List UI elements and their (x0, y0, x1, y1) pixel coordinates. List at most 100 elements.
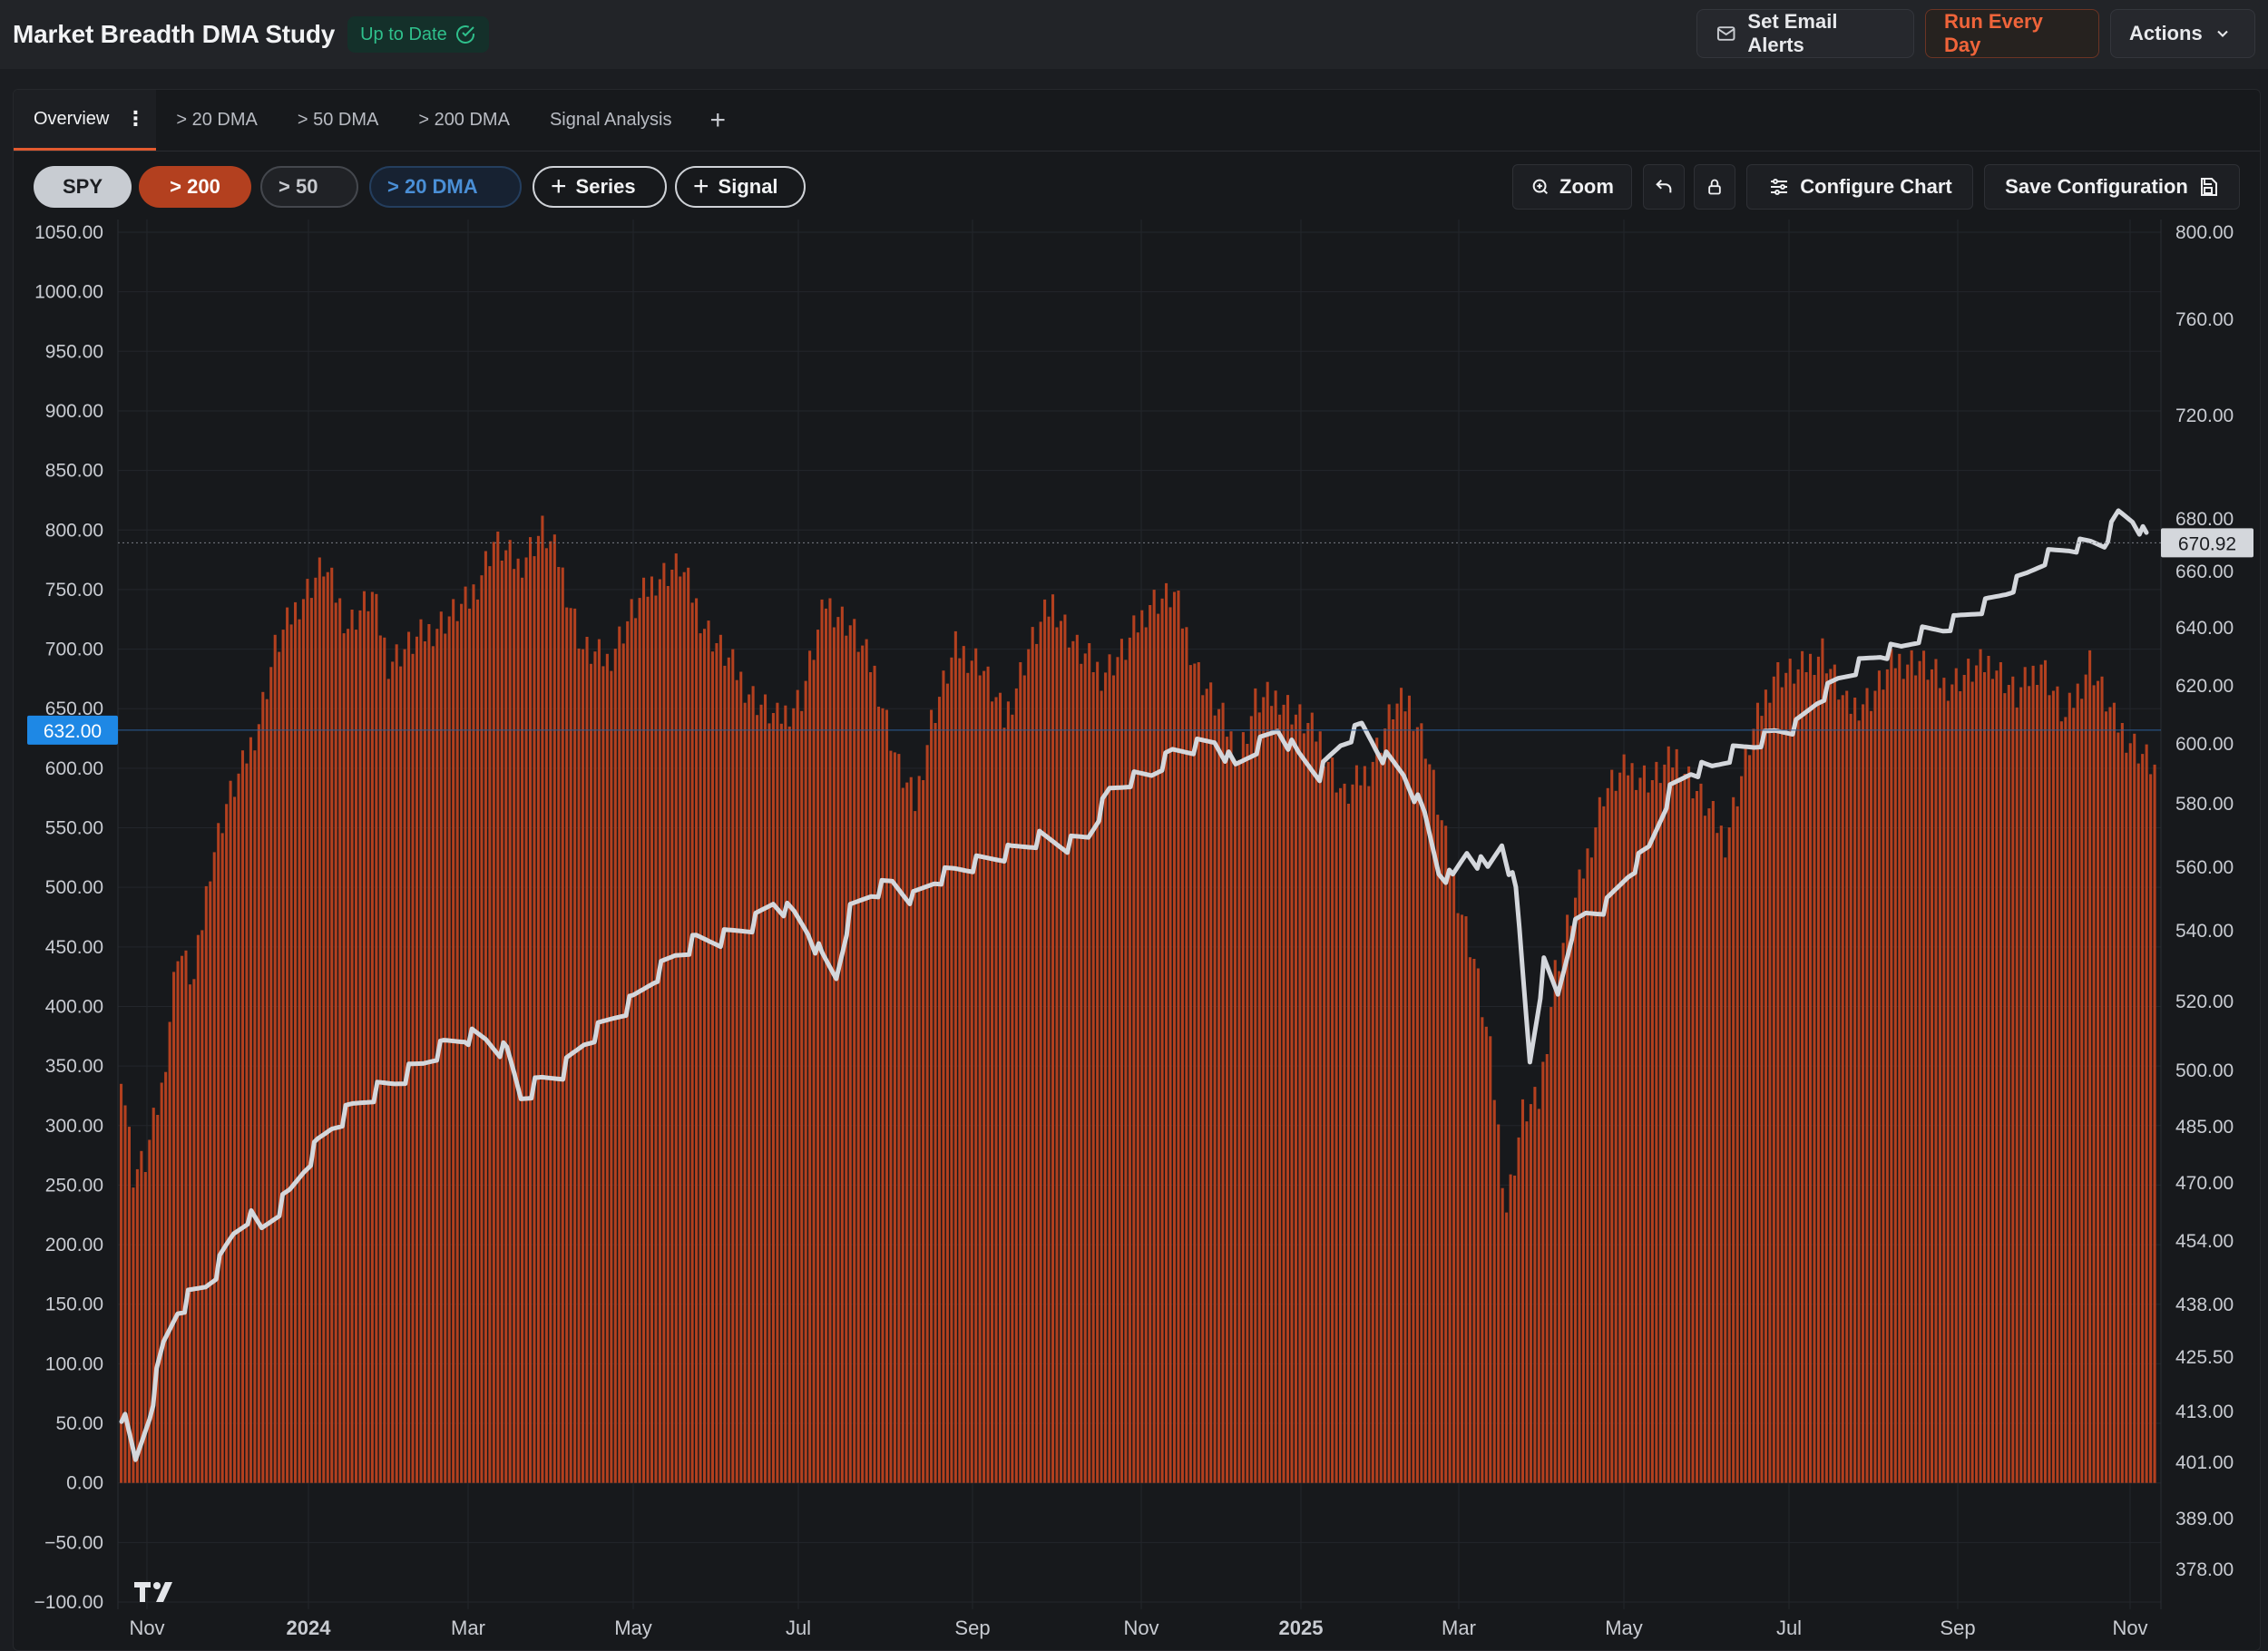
series-pill-above-200[interactable]: > 200 (139, 166, 251, 208)
tab-50-dma[interactable]: > 50 DMA (278, 90, 398, 151)
bar (240, 750, 245, 1483)
bar (1793, 683, 1796, 1483)
bar (1808, 653, 1813, 1483)
bar (1188, 665, 1192, 1483)
bar (164, 1071, 168, 1483)
bar (1119, 639, 1123, 1483)
bar (1124, 659, 1128, 1483)
bar (1339, 787, 1343, 1483)
left-axis-tick: −50.00 (44, 1532, 103, 1553)
bar (1423, 758, 1427, 1483)
bar (1157, 613, 1160, 1483)
above-200-bars (120, 515, 2156, 1483)
kebab-icon[interactable]: ⋮ (125, 107, 146, 130)
configure-chart-button[interactable]: Configure Chart (1746, 164, 1973, 210)
add-signal-button[interactable]: + Signal (675, 166, 806, 208)
bar (1039, 621, 1042, 1483)
tab-200-dma[interactable]: > 200 DMA (398, 90, 530, 151)
bar (1890, 649, 1893, 1483)
bar (1658, 783, 1662, 1483)
add-tab-plus-icon[interactable]: + (709, 104, 726, 135)
left-axis-tick: 0.00 (66, 1473, 103, 1494)
bar (1655, 761, 1658, 1483)
tab-20-dma[interactable]: > 20 DMA (156, 90, 277, 151)
undo-button[interactable] (1643, 164, 1685, 210)
bar (654, 595, 658, 1483)
run-every-day-button[interactable]: Run Every Day (1925, 9, 2099, 58)
bar (743, 702, 747, 1483)
bar (431, 646, 435, 1483)
actions-menu-button[interactable]: Actions (2110, 9, 2255, 58)
bar (528, 537, 533, 1483)
left-axis-tick: 1000.00 (34, 282, 103, 303)
bar (679, 576, 682, 1483)
bar (642, 577, 646, 1483)
bar (702, 629, 707, 1483)
bar (1703, 816, 1706, 1483)
bar (1970, 681, 1974, 1483)
bar (1990, 679, 1994, 1483)
bar (901, 787, 904, 1483)
bar (1111, 675, 1116, 1483)
bar (1707, 808, 1711, 1483)
bar (1517, 1137, 1520, 1483)
series-pill-spy[interactable]: SPY (34, 166, 132, 208)
breadth-chart[interactable]: 1050.00 1000.00 950.00 900.00 850.00 800.00 75… (13, 220, 2255, 1649)
bar (1476, 968, 1480, 1483)
bar (1403, 711, 1407, 1483)
right-axis-tick: 720.00 (2175, 405, 2234, 426)
lock-button[interactable] (1694, 164, 1735, 210)
bar (1914, 675, 1918, 1483)
bar (1558, 971, 1561, 1483)
bar (1922, 650, 1926, 1483)
right-axis-tick: 600.00 (2175, 734, 2234, 755)
bar (1274, 690, 1277, 1483)
bar (148, 1139, 152, 1483)
bar (1675, 748, 1678, 1483)
bar (1185, 627, 1188, 1483)
bar (1217, 708, 1221, 1483)
zoom-button[interactable]: Zoom (1512, 164, 1632, 210)
right-axis-tick: 520.00 (2175, 992, 2234, 1012)
bar (836, 617, 840, 1483)
bar (2076, 683, 2079, 1483)
bar (168, 1021, 171, 1483)
bar (1043, 599, 1047, 1483)
set-email-alerts-button[interactable]: Set Email Alerts (1696, 9, 1914, 58)
tab-signal-analysis[interactable]: Signal Analysis (530, 90, 692, 151)
x-axis-tick: Mar (1442, 1617, 1476, 1639)
bar (2116, 732, 2120, 1483)
bar (1432, 769, 1435, 1483)
bar (1711, 801, 1715, 1483)
bar (914, 811, 917, 1483)
bar (1821, 638, 1824, 1483)
bar (314, 577, 318, 1483)
bar (1071, 640, 1075, 1483)
bar (1246, 744, 1249, 1483)
bar (326, 572, 329, 1483)
bar (1407, 695, 1412, 1483)
bar (876, 707, 881, 1483)
bar (978, 675, 982, 1483)
bar (589, 663, 593, 1483)
series-pill-above-50[interactable]: > 50 (260, 166, 358, 208)
bar (1683, 774, 1686, 1483)
bar (1481, 1017, 1484, 1483)
bar (1983, 672, 1987, 1483)
bar (1452, 872, 1456, 1483)
bar (808, 650, 812, 1483)
series-pill-above-20-dma[interactable]: > 20 DMA (369, 166, 522, 208)
bar (1918, 660, 1921, 1483)
left-axis-tick: 450.00 (45, 937, 103, 958)
bar (1950, 684, 1954, 1483)
bar (330, 567, 334, 1483)
add-series-button[interactable]: + Series (533, 166, 667, 208)
left-axis-tick: 300.00 (45, 1116, 103, 1137)
save-configuration-button[interactable]: Save Configuration (1984, 164, 2240, 210)
tab-overview[interactable]: Overview ⋮ (14, 90, 157, 151)
bar (1732, 796, 1735, 1483)
plus-icon: + (551, 171, 567, 201)
bar (1343, 783, 1346, 1483)
bar (577, 648, 581, 1483)
bar (1420, 723, 1423, 1483)
